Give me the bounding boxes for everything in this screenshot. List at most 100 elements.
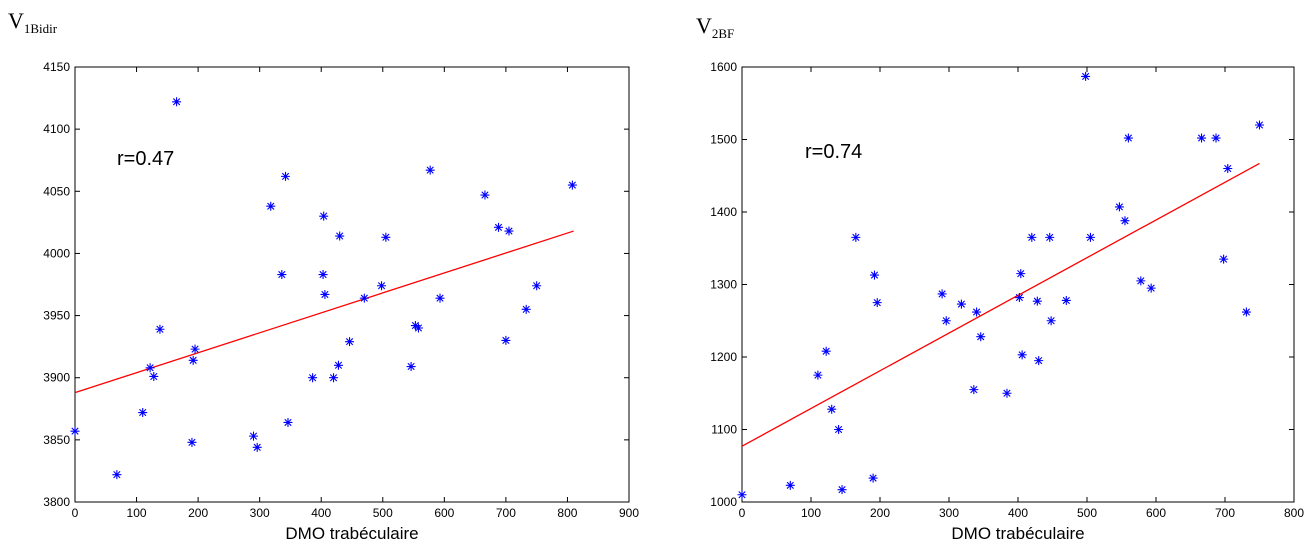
- right-chart-correlation-annotation: r=0.74: [805, 141, 862, 163]
- right-chart-x-tick-label: 600: [1146, 506, 1166, 520]
- right-chart-title: V2BF: [696, 13, 735, 41]
- left-chart-data-point: [318, 270, 328, 280]
- left-chart-data-point: [480, 190, 490, 200]
- right-chart-data-point: [1114, 202, 1124, 212]
- left-chart-y-tick-label: 4000: [43, 246, 70, 260]
- right-chart-y-tick-label: 1400: [710, 205, 737, 219]
- right-chart-data-point: [972, 307, 982, 317]
- right-chart-data-point: [872, 298, 882, 308]
- right-chart-x-tick-label: 0: [739, 506, 746, 520]
- right-chart-data-point: [1085, 232, 1095, 242]
- left-chart-data-point: [335, 231, 345, 241]
- right-chart-x-tick-label: 200: [870, 506, 890, 520]
- right-chart-data-point: [1045, 232, 1055, 242]
- left-chart-data-point: [359, 293, 369, 303]
- left-chart-x-tick-label: 500: [373, 506, 393, 520]
- right-chart-x-tick-label: 500: [1077, 506, 1097, 520]
- right-chart-data-point: [1123, 133, 1133, 143]
- left-chart-y-tick-label: 4050: [43, 184, 70, 198]
- left-chart-y-tick-label: 4150: [43, 60, 70, 74]
- right-chart-x-tick-label: 800: [1284, 506, 1304, 520]
- left-chart-data-point: [266, 201, 276, 211]
- left-chart-data-point: [333, 360, 343, 370]
- left-chart-x-tick-label: 400: [311, 506, 331, 520]
- left-chart-data-point: [155, 324, 165, 334]
- right-chart-regression-line: [741, 162, 1260, 447]
- right-scatter-chart: 0 100 200 300 400 500 600 700 800 1000 1100 1200 130…: [710, 60, 1304, 543]
- right-chart-y-tick-label: 1200: [710, 350, 737, 364]
- left-chart-x-tick-label: 0: [72, 506, 79, 520]
- right-chart-data-point: [821, 346, 831, 356]
- right-chart-data-point: [1027, 232, 1037, 242]
- left-chart-y-tick-label: 3850: [43, 433, 70, 447]
- right-chart-y-tick-label: 1000: [710, 495, 737, 509]
- left-chart-data-point: [188, 355, 198, 365]
- left-chart-title: V1Bidir: [8, 8, 58, 36]
- left-chart-y-tick-label: 3900: [43, 371, 70, 385]
- right-chart-data-point: [937, 289, 947, 299]
- left-chart-data-point: [187, 437, 197, 447]
- left-chart-data-point: [329, 373, 339, 383]
- right-chart-data-point: [1219, 254, 1229, 264]
- left-chart-y-tick-label: 4100: [43, 122, 70, 136]
- right-chart-data-point: [737, 490, 747, 500]
- left-chart-x-axis-label: DMO trabéculaire: [285, 524, 418, 543]
- left-chart-data-point: [70, 426, 80, 436]
- left-chart-data-point: [381, 232, 391, 242]
- left-chart-x-tick-label: 700: [496, 506, 516, 520]
- left-chart-data-point: [504, 226, 514, 236]
- right-chart-data-point: [1034, 356, 1044, 366]
- left-scatter-chart: 0 100 200 300 400 500 600 700 800 900 3800 3850 3900…: [43, 60, 639, 543]
- right-chart-y-tick-label: 1300: [710, 278, 737, 292]
- left-chart-data-point: [435, 293, 445, 303]
- left-chart-data-point: [112, 470, 122, 480]
- right-chart-y-tick-label: 1600: [710, 60, 737, 74]
- right-chart-data-point: [1197, 133, 1207, 143]
- right-chart-data-point: [813, 370, 823, 380]
- right-chart-x-tick-label: 100: [801, 506, 821, 520]
- left-chart-plot-frame: [74, 66, 630, 503]
- right-chart-data-point: [1136, 276, 1146, 286]
- right-chart-data-point: [827, 404, 837, 414]
- left-chart-x-tick-label: 800: [557, 506, 577, 520]
- right-chart-data-point: [1016, 269, 1026, 279]
- right-chart-data-point: [941, 316, 951, 326]
- left-chart-correlation-annotation: r=0.47: [117, 148, 174, 170]
- right-chart-x-tick-label: 700: [1215, 506, 1235, 520]
- right-chart-data-point: [851, 232, 861, 242]
- right-chart-data-point: [868, 473, 878, 483]
- left-chart-data-point: [532, 281, 542, 291]
- left-chart-x-tick-label: 300: [250, 506, 270, 520]
- right-chart-y-tick-label: 1500: [710, 133, 737, 147]
- right-chart-data-point: [1046, 316, 1056, 326]
- left-chart-data-point: [252, 442, 262, 452]
- left-chart-data-point: [521, 304, 531, 314]
- right-chart-data-point: [1014, 293, 1024, 303]
- left-chart-data-point: [249, 431, 259, 441]
- right-chart-x-tick-label: 300: [939, 506, 959, 520]
- right-chart-data-point: [1146, 283, 1156, 293]
- left-chart-data-point: [308, 373, 318, 383]
- right-chart-data-point: [956, 299, 966, 309]
- right-chart-y-tick-label: 1100: [711, 423, 737, 437]
- left-chart-x-tick-label: 900: [619, 506, 639, 520]
- right-chart-data-point: [969, 385, 979, 395]
- right-chart-data-point: [834, 425, 844, 434]
- left-chart-data-point: [494, 222, 504, 232]
- left-chart-data-point: [145, 363, 155, 373]
- right-chart-data-point: [1223, 164, 1233, 173]
- left-chart-data-point: [320, 289, 330, 299]
- left-chart-x-tick-label: 200: [188, 506, 208, 520]
- left-chart-regression-line: [74, 230, 574, 394]
- right-chart-x-axis-label: DMO trabéculaire: [951, 524, 1084, 543]
- left-chart-x-tick-label: 100: [127, 506, 147, 520]
- left-chart-data-point: [138, 408, 148, 418]
- right-chart-data-point: [1120, 216, 1130, 226]
- right-chart-data-point: [785, 480, 795, 490]
- left-chart-y-tick-label: 3950: [43, 309, 70, 323]
- left-chart-data-point: [172, 97, 182, 107]
- right-chart-data-point: [976, 332, 986, 342]
- left-chart-data-point: [277, 270, 287, 280]
- left-chart-data-point: [413, 323, 423, 333]
- right-chart-data-point: [1061, 295, 1071, 305]
